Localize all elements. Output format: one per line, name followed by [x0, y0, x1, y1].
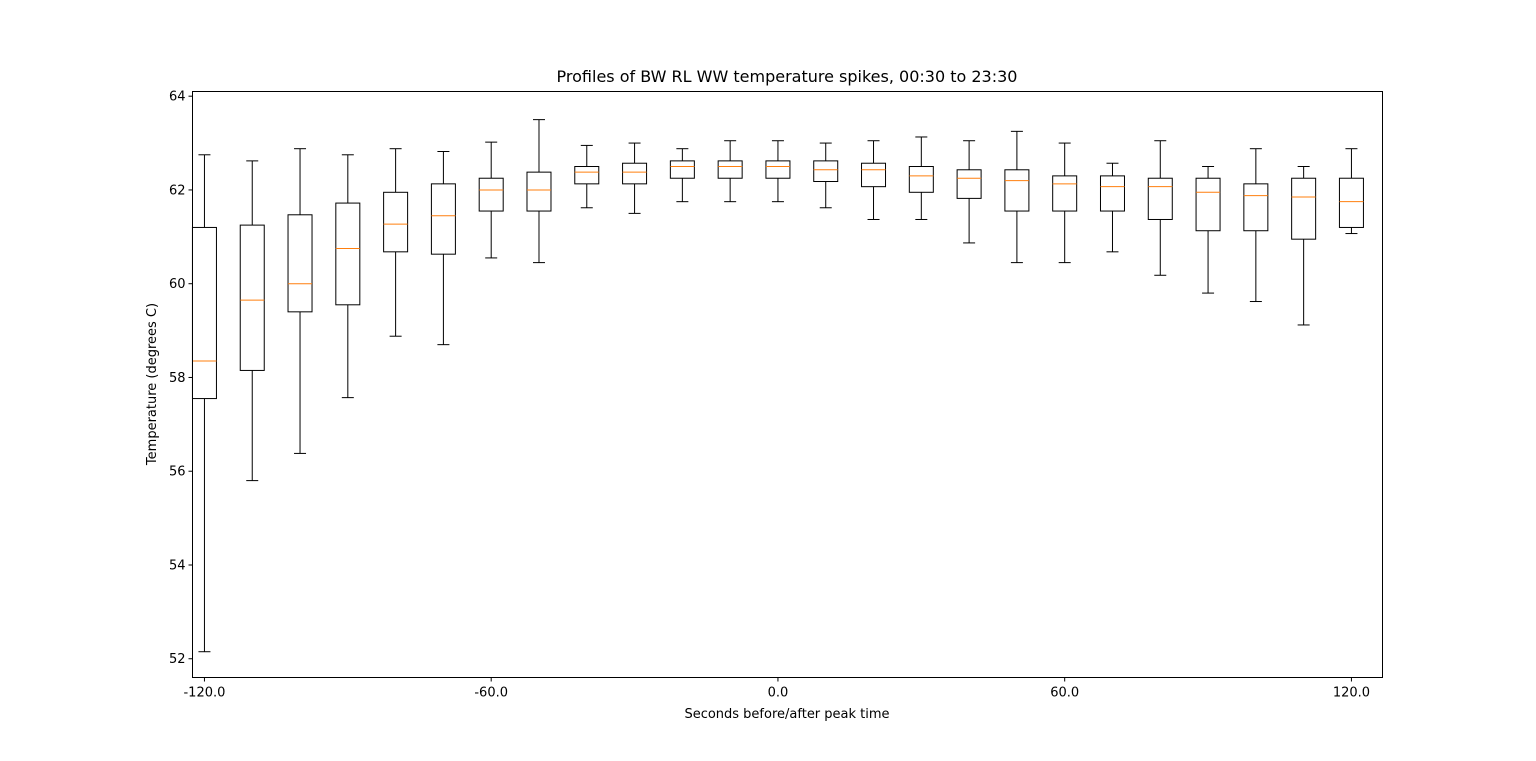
- plot-content: 52 54 56 58 60 62 64 -120.0 -60.0 0.0 60.0 120.0: [169, 90, 1370, 701]
- x-tick-label: 0.0: [768, 686, 789, 701]
- box-iqr: [1195, 177, 1221, 232]
- box-iqr: [669, 160, 695, 179]
- box-iqr: [1291, 177, 1317, 240]
- box-iqr: [717, 160, 743, 179]
- box-iqr: [1099, 175, 1125, 212]
- box-iqr: [191, 226, 217, 400]
- box-iqr: [335, 202, 361, 306]
- x-axis-label: Seconds before/after peak time: [684, 707, 889, 722]
- box-iqr: [765, 160, 791, 179]
- y-tick-label: 58: [169, 371, 186, 386]
- box-iqr: [1052, 175, 1078, 212]
- y-tick-label: 64: [169, 90, 186, 105]
- box-iqr: [1004, 169, 1030, 212]
- box-iqr: [956, 169, 982, 199]
- x-tick-label: 120.0: [1333, 686, 1370, 701]
- box-iqr: [287, 214, 313, 313]
- box-iqr: [526, 171, 552, 212]
- y-tick-label: 54: [169, 558, 186, 573]
- y-tick-label: 56: [169, 465, 186, 480]
- box-iqr: [622, 162, 648, 185]
- box-iqr: [861, 162, 887, 188]
- box-iqr: [1243, 183, 1269, 232]
- plot-frame: [192, 91, 1383, 678]
- box-iqr: [383, 191, 409, 253]
- box-iqr: [239, 224, 265, 371]
- x-tick-label: -60.0: [474, 686, 508, 701]
- box-iqr: [813, 160, 839, 183]
- box-iqr: [430, 183, 456, 255]
- y-tick-label: 52: [169, 652, 186, 667]
- x-tick-label: 60.0: [1050, 686, 1079, 701]
- box-iqr: [1147, 177, 1173, 220]
- box-iqr: [478, 177, 504, 212]
- box-iqr: [574, 166, 600, 185]
- y-tick-label: 60: [169, 277, 186, 292]
- y-tick-label: 62: [169, 183, 186, 198]
- box-iqr: [908, 166, 934, 193]
- x-tick-label: -120.0: [183, 686, 225, 701]
- y-axis-label: Temperature (degrees C): [145, 303, 160, 466]
- box-iqr: [1338, 177, 1364, 228]
- chart-title: Profiles of BW RL WW temperature spikes,…: [557, 67, 1018, 86]
